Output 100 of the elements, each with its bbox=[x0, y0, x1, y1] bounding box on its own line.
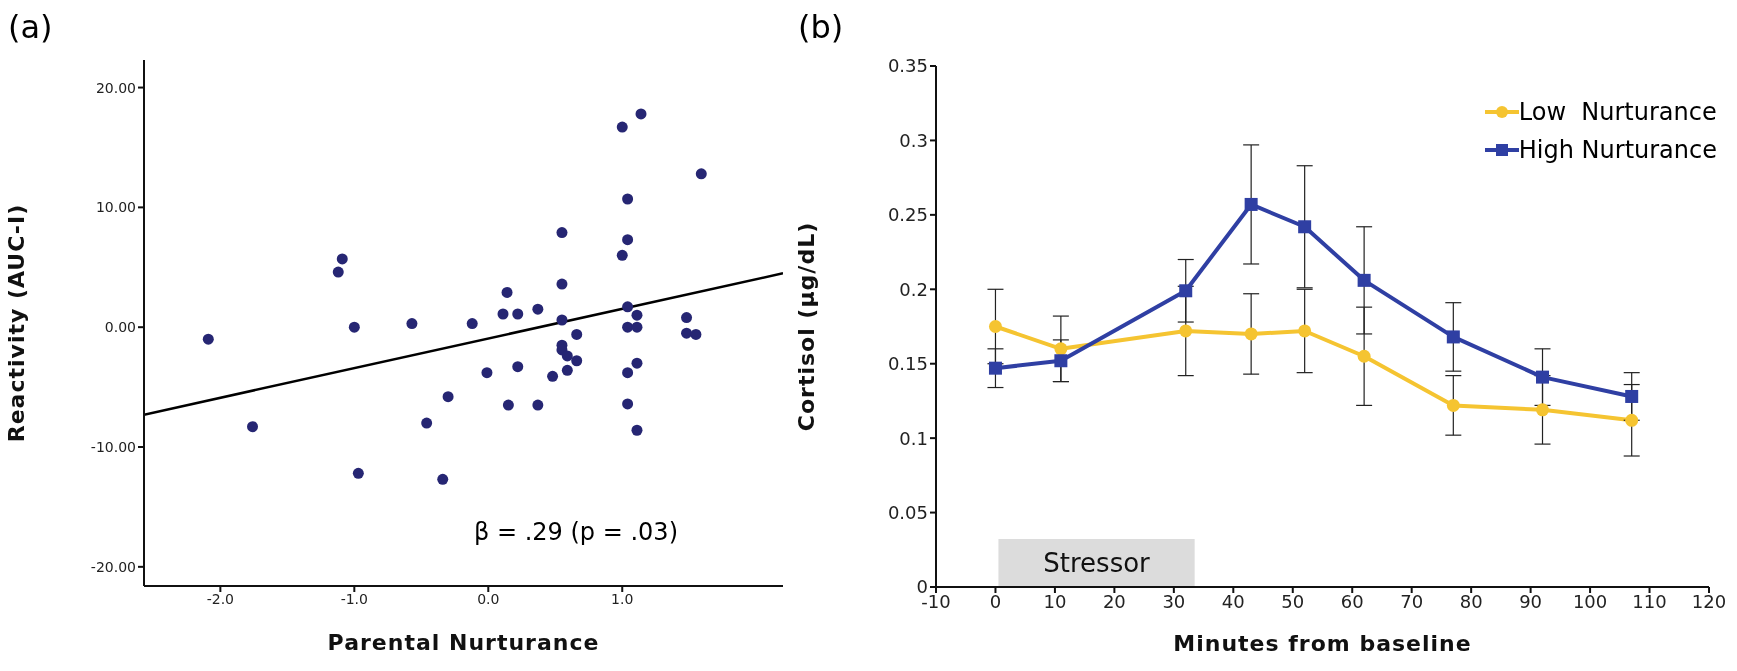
point bbox=[695, 168, 707, 180]
chart-title: (b) bbox=[798, 8, 844, 46]
point bbox=[497, 308, 509, 320]
point bbox=[561, 364, 573, 376]
point bbox=[1357, 273, 1371, 287]
x-axis-title: Minutes from baseline bbox=[1173, 631, 1472, 656]
y-tick-label: 0.25 bbox=[887, 204, 928, 226]
y-tick-label: 10.00 bbox=[95, 199, 136, 216]
y-tick-label: 0.35 bbox=[887, 55, 928, 77]
point bbox=[1054, 354, 1068, 368]
x-tick-label: 60 bbox=[1340, 590, 1364, 612]
x-tick-label: 80 bbox=[1459, 590, 1483, 612]
point bbox=[556, 278, 568, 290]
y-tick-label: 0.3 bbox=[899, 129, 928, 151]
point bbox=[622, 234, 634, 246]
point bbox=[622, 321, 634, 333]
y-tick-label: -20.00 bbox=[90, 558, 136, 575]
point bbox=[532, 303, 544, 315]
point bbox=[556, 227, 568, 239]
point bbox=[681, 327, 693, 339]
point bbox=[631, 309, 643, 321]
x-tick-label: 40 bbox=[1221, 590, 1245, 612]
x-tick-label: 70 bbox=[1400, 590, 1424, 612]
point bbox=[556, 314, 568, 326]
point bbox=[681, 312, 693, 324]
point bbox=[437, 473, 449, 485]
point bbox=[501, 286, 513, 298]
y-tick-label: 0.00 bbox=[104, 319, 136, 336]
point bbox=[622, 367, 634, 379]
point bbox=[512, 361, 524, 373]
y-tick-label: 0.1 bbox=[899, 427, 928, 449]
x-tick-label: 10 bbox=[1043, 590, 1067, 612]
point bbox=[988, 361, 1002, 375]
y-tick-label: 0.05 bbox=[887, 501, 928, 523]
point bbox=[1536, 403, 1550, 417]
point bbox=[1298, 220, 1312, 234]
x-tick-label: 50 bbox=[1281, 590, 1305, 612]
band-label: Stressor bbox=[1043, 548, 1151, 578]
point bbox=[336, 253, 348, 265]
x-tick-label: 20 bbox=[1102, 590, 1126, 612]
x-tick-label: 1.0 bbox=[611, 590, 634, 607]
x-tick-label: 110 bbox=[1632, 590, 1667, 612]
point bbox=[1536, 370, 1550, 384]
point bbox=[631, 357, 643, 369]
point bbox=[247, 421, 259, 433]
point bbox=[622, 398, 634, 410]
point bbox=[988, 320, 1002, 333]
y-axis-title: Reactivity (AUC-I) bbox=[3, 203, 29, 443]
x-tick-label: 0 bbox=[989, 590, 1002, 612]
point bbox=[502, 399, 514, 411]
point bbox=[1625, 413, 1639, 427]
point bbox=[1244, 197, 1258, 211]
x-tick-label: 0.0 bbox=[477, 590, 500, 607]
point bbox=[1244, 327, 1258, 341]
point bbox=[631, 321, 643, 333]
point bbox=[442, 391, 454, 403]
point bbox=[622, 301, 634, 313]
x-tick-label: 90 bbox=[1519, 590, 1543, 612]
point bbox=[1298, 324, 1312, 338]
chart-title: (a) bbox=[8, 8, 53, 46]
point bbox=[1625, 389, 1639, 403]
y-tick-label: 20.00 bbox=[95, 79, 136, 96]
point bbox=[352, 467, 364, 479]
y-tick-label: 0.15 bbox=[887, 353, 928, 375]
x-tick-label: -1.0 bbox=[340, 590, 368, 607]
x-tick-label: 100 bbox=[1572, 590, 1608, 612]
point bbox=[616, 249, 628, 261]
point bbox=[631, 424, 643, 436]
legend-label: High Nurturance bbox=[1518, 136, 1717, 164]
point bbox=[547, 370, 559, 382]
point bbox=[406, 318, 418, 330]
point bbox=[616, 121, 628, 133]
point bbox=[481, 367, 493, 379]
y-tick-label: 0.2 bbox=[899, 278, 928, 300]
point bbox=[690, 328, 702, 340]
point bbox=[348, 321, 360, 333]
point bbox=[1446, 330, 1460, 344]
point bbox=[1357, 349, 1371, 363]
point bbox=[532, 399, 544, 411]
legend-label: Low Nurturance bbox=[1518, 98, 1717, 126]
annotation: β = .29 (p = .03) bbox=[474, 518, 678, 546]
point bbox=[421, 417, 433, 429]
y-axis-title: Cortisol (µg/dL) bbox=[793, 221, 819, 432]
point bbox=[512, 308, 524, 320]
point bbox=[1179, 324, 1193, 338]
point bbox=[202, 333, 214, 345]
x-tick-label: -2.0 bbox=[206, 590, 235, 607]
point bbox=[635, 108, 647, 120]
point bbox=[622, 193, 634, 205]
point bbox=[1054, 342, 1068, 356]
x-axis-title: Parental Nurturance bbox=[327, 630, 600, 655]
x-tick-label: 30 bbox=[1162, 590, 1186, 612]
point bbox=[561, 350, 573, 362]
point bbox=[1446, 398, 1460, 412]
point bbox=[332, 266, 344, 278]
y-tick-label: -10.00 bbox=[90, 438, 136, 455]
point bbox=[466, 318, 478, 330]
point bbox=[571, 355, 583, 367]
x-tick-label: 120 bbox=[1691, 590, 1727, 612]
point bbox=[571, 328, 583, 340]
